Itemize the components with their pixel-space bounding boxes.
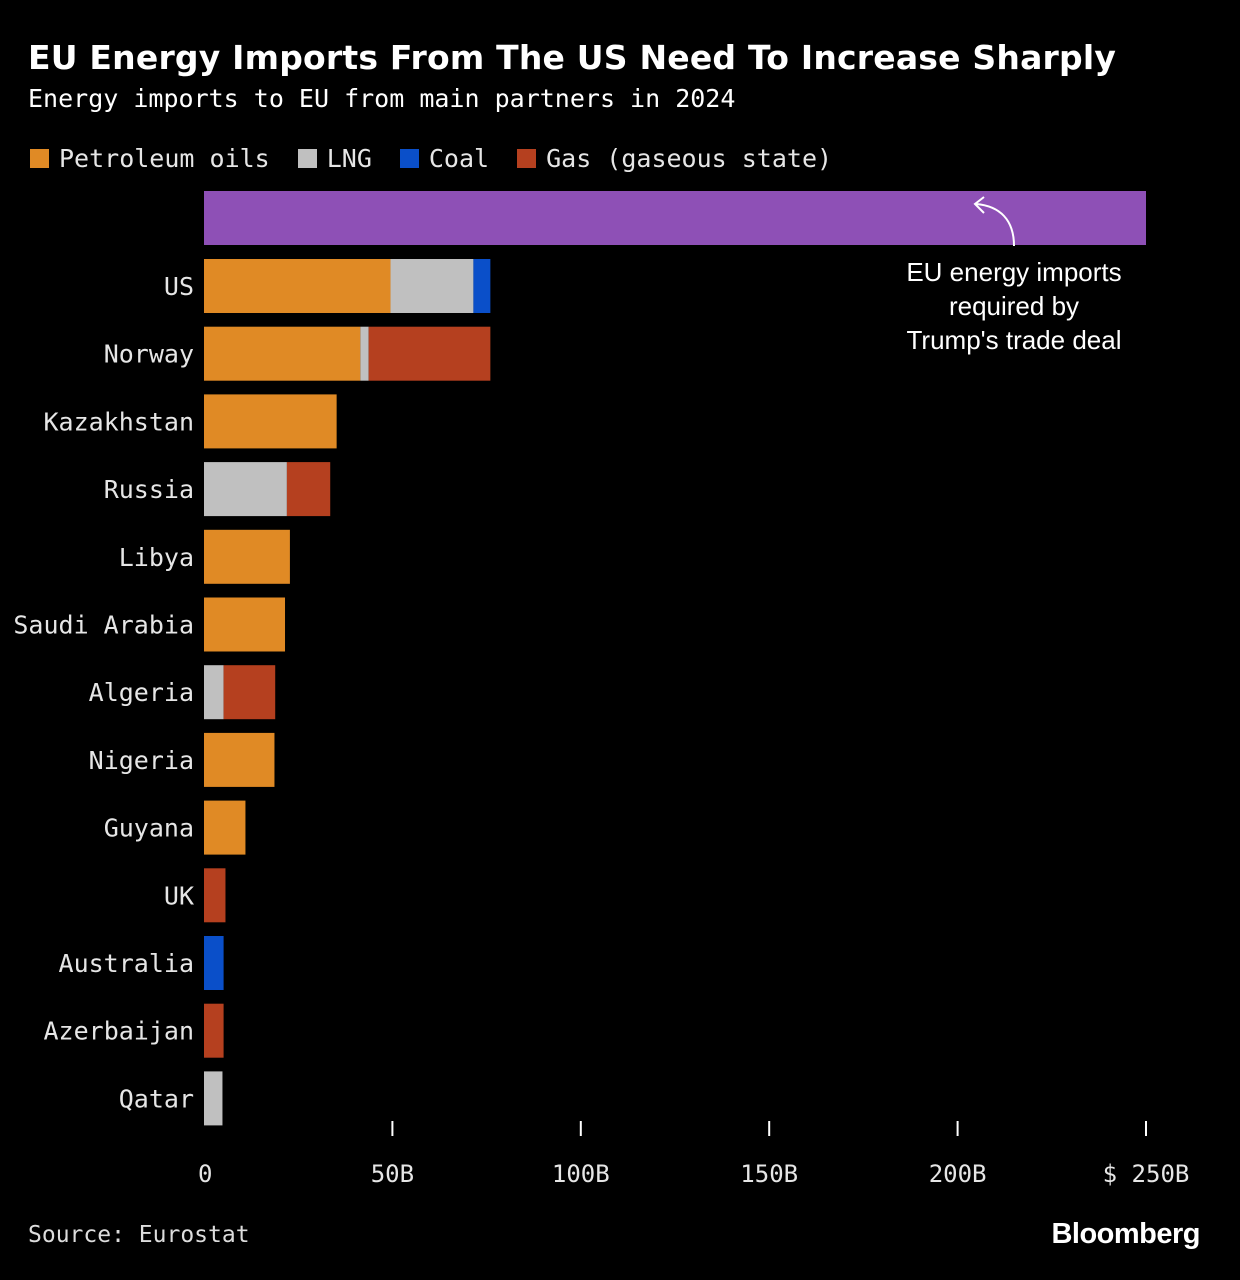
chart-title: EU Energy Imports From The US Need To In… [28,38,1117,77]
bar-segment-norway-gas-gaseous-state [368,326,491,381]
bar-segment-qatar-lng [204,1071,223,1126]
bar-segment-guyana-petroleum-oils [204,800,246,855]
annotation-arrow [975,203,1015,247]
legend-item-petroleum-oils: Petroleum oils [30,144,270,173]
legend-swatch-lng [297,148,317,168]
category-label: Russia [104,475,194,504]
bar-segment-algeria-gas-gaseous-state [223,665,276,720]
category-label: Guyana [104,814,194,843]
category-label: US [164,272,194,301]
bar-segment-russia-lng [204,462,287,517]
bar-segment-russia-gas-gaseous-state [286,462,331,517]
bar-segment-us-coal [473,259,491,313]
legend-item-lng: LNG [297,143,372,173]
bar-segment-kazakhstan-petroleum-oils [204,394,337,449]
category-label: Algeria [89,678,194,707]
bar-segment-australia-coal [204,936,224,990]
x-tick-label: $ 250B [1103,1160,1190,1188]
annotation-arrowhead [973,196,985,214]
legend-label-coal: Coal [428,143,490,173]
bloomberg-logo: Bloomberg [1051,1218,1200,1250]
legend-swatch-petroleum-oils [30,148,49,168]
bar-segment-us-lng [390,259,474,313]
legend-swatch-gas [517,148,537,168]
bar-segment-us-petroleum-oils [204,259,391,313]
bar-chart: EU energy imports required by Trump's trad… [13,191,1190,1188]
category-label: Azerbaijan [43,1017,194,1046]
bar-segment-nigeria-petroleum-oils [204,732,275,787]
legend-swatch-coal [399,148,419,168]
source-note: Source: Eurostat [28,1222,250,1248]
target-bar [204,191,1146,245]
annotation-line: EU energy imports [906,257,1121,287]
x-tick-label: 200B [929,1160,987,1188]
category-label: Australia [59,949,194,978]
legend: Petroleum oils LNG Coal Gas (gaseous sta… [30,141,860,175]
legend-item-gas: Gas (gaseous state) [517,144,832,173]
category-label: Saudi Arabia [13,611,194,640]
category-label: Libya [119,543,194,572]
chart-subtitle: Energy imports to EU from main partners … [28,84,736,113]
annotation-line: Trump's trade deal [907,325,1122,355]
category-label: UK [164,881,194,910]
bar-segment-uk-gas-gaseous-state [204,868,226,923]
bar-segment-azerbaijan-gas-gaseous-state [204,1003,224,1058]
legend-label-gas: Gas (gaseous state) [546,143,833,173]
x-tick-label: 0 [198,1160,212,1188]
bar-segment-algeria-lng [204,665,224,720]
annotation-line: required by [949,291,1079,321]
legend-label-petroleum-oils: Petroleum oils [59,143,270,173]
category-label: Qatar [119,1084,194,1113]
legend-label-lng: LNG [326,143,372,173]
category-label: Kazakhstan [43,407,194,436]
bar-segment-libya-petroleum-oils [204,529,290,584]
bar-segment-norway-lng [360,326,369,381]
x-tick-label: 100B [552,1160,610,1188]
category-label: Norway [104,340,194,369]
bar-segment-norway-petroleum-oils [204,326,361,381]
category-label: Nigeria [89,746,194,775]
bar-segment-saudi-arabia-petroleum-oils [204,597,286,652]
x-tick-label: 150B [740,1160,798,1188]
legend-item-coal: Coal [399,143,490,173]
x-tick-label: 50B [371,1160,414,1188]
